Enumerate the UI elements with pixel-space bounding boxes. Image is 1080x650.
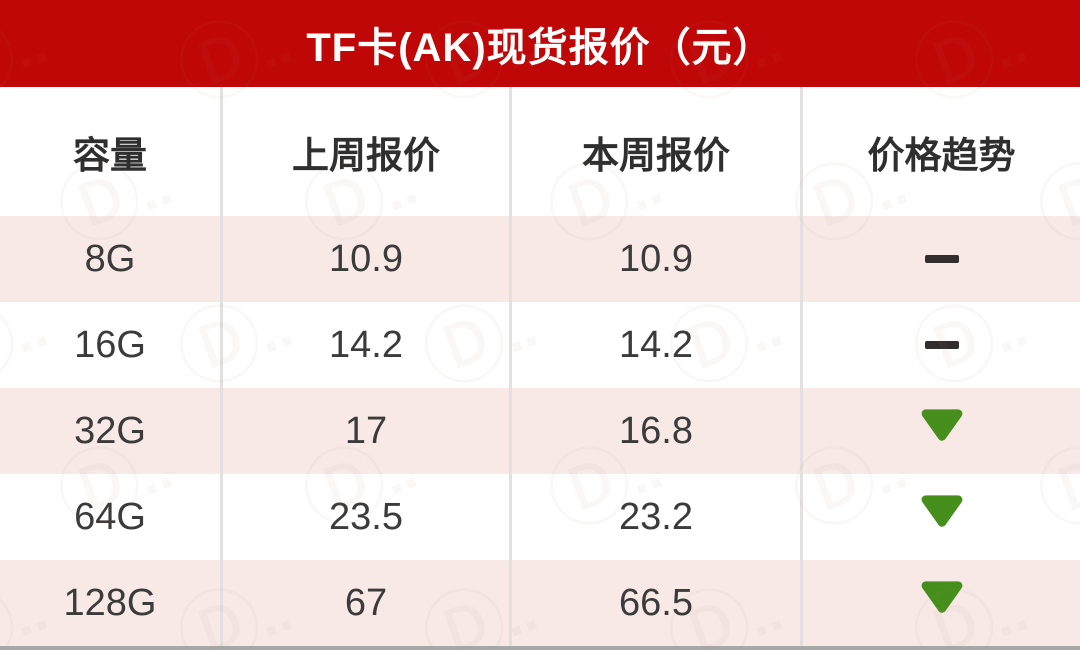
down-trend-icon [918, 493, 966, 541]
last-week-price-cell: 23.5 [220, 474, 509, 560]
column-header-last-week: 上周报价 [220, 87, 509, 216]
this-week-price-cell: 16.8 [509, 388, 800, 474]
table-title: TF卡(AK)现货报价（元） [306, 25, 774, 70]
capacity-cell: 64G [74, 495, 146, 538]
table-row: 128G 67 66.5 [0, 560, 1080, 646]
capacity-cell: 8G [84, 237, 136, 280]
flat-trend-icon [924, 341, 959, 349]
column-header-this-week: 本周报价 [509, 87, 800, 216]
table-row: 8G 10.9 10.9 [0, 216, 1080, 302]
table-body: 8G 10.9 10.9 16G 14.2 14.2 32G 17 [0, 216, 1080, 646]
trend-cell [800, 560, 1080, 646]
price-table: 容量 上周报价 本周报价 价格趋势 8G 10.9 10.9 16G 14.2 … [0, 87, 1080, 646]
trend-cell [800, 302, 1080, 388]
last-week-price-cell: 10.9 [220, 216, 509, 302]
flat-trend-icon [924, 255, 959, 263]
table-header-row: 容量 上周报价 本周报价 价格趋势 [0, 87, 1080, 216]
this-week-price-cell: 66.5 [509, 560, 800, 646]
this-week-price-cell: 14.2 [509, 302, 800, 388]
last-week-price-cell: 14.2 [220, 302, 509, 388]
column-header-trend: 价格趋势 [800, 87, 1080, 216]
down-trend-icon [918, 579, 966, 627]
capacity-cell: 32G [74, 409, 146, 452]
trend-cell [800, 216, 1080, 302]
capacity-cell: 16G [74, 323, 146, 366]
column-header-capacity: 容量 [73, 134, 147, 176]
down-trend-icon [918, 407, 966, 455]
table-row: 16G 14.2 14.2 [0, 302, 1080, 388]
table-title-banner: TF卡(AK)现货报价（元） [0, 0, 1080, 87]
last-week-price-cell: 67 [220, 560, 509, 646]
bottom-crop-band [0, 646, 1080, 650]
last-week-price-cell: 17 [220, 388, 509, 474]
this-week-price-cell: 10.9 [509, 216, 800, 302]
table-row: 64G 23.5 23.2 [0, 474, 1080, 560]
this-week-price-cell: 23.2 [509, 474, 800, 560]
capacity-cell: 128G [63, 581, 157, 624]
table-row: 32G 17 16.8 [0, 388, 1080, 474]
trend-cell [800, 388, 1080, 474]
trend-cell [800, 474, 1080, 560]
